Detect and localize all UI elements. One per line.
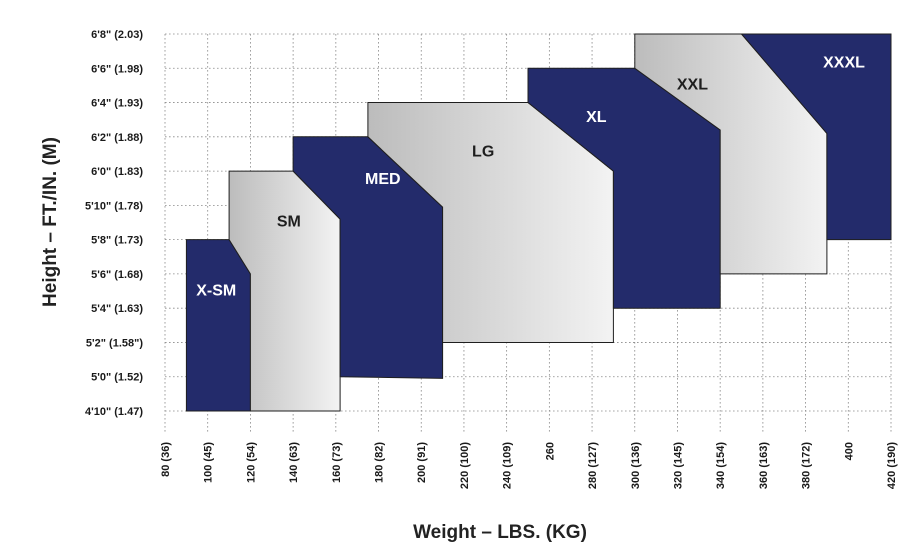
y-tick-label: 5'0" (1.52) — [91, 372, 143, 384]
y-tick-label: 6'8" (2.03) — [91, 29, 143, 41]
size-region-med — [292, 136, 444, 379]
size-region-sm — [228, 170, 341, 412]
y-tick-label: 5'10" (1.78) — [85, 200, 143, 212]
size-regions: X-SM SM MED LG XL XXL XXXL — [185, 33, 892, 412]
y-tick-label: 5'2" (1.58") — [86, 337, 143, 349]
x-tick-label: 400 — [843, 442, 855, 460]
size-label-sm: SM — [277, 214, 301, 231]
size-region-xl — [527, 67, 721, 309]
y-axis-title: Height – FT./IN. (M) — [40, 137, 61, 307]
size-label-lg: LG — [472, 143, 494, 160]
size-region-xxxl — [740, 33, 892, 241]
size-label-x-sm: X-SM — [196, 282, 236, 299]
size-region-xxl — [634, 33, 828, 275]
y-tick-label: 4'10" (1.47) — [85, 406, 143, 418]
x-tick-label: 300 (136) — [630, 442, 642, 489]
size-label-xxxl: XXXL — [823, 54, 865, 71]
x-tick-label: 100 (45) — [203, 442, 215, 483]
size-region-x-sm — [185, 239, 251, 412]
y-tick-label: 5'4" (1.63) — [91, 303, 143, 315]
y-tick-label: 6'0" (1.83) — [91, 166, 143, 178]
x-tick-label: 120 (54) — [245, 442, 257, 483]
x-tick-label: 360 (163) — [758, 442, 770, 489]
x-axis-tick-labels: 80 (36) 100 (45) 120 (54) 140 (63) 160 (73) 1… — [160, 442, 898, 489]
x-tick-label: 320 (145) — [673, 442, 685, 489]
x-tick-label: 280 (127) — [587, 442, 599, 489]
x-tick-label: 140 (63) — [288, 442, 300, 483]
size-label-xxl: XXL — [677, 77, 708, 94]
x-tick-label: 420 (190) — [886, 442, 898, 489]
x-tick-label: 260 — [544, 442, 556, 460]
x-tick-label: 220 (100) — [459, 442, 471, 489]
x-tick-label: 240 (109) — [502, 442, 514, 489]
size-label-med: MED — [365, 171, 401, 188]
x-axis-title: Weight – LBS. (KG) — [413, 522, 587, 543]
y-tick-label: 6'2" (1.88) — [91, 132, 143, 144]
y-tick-label: 6'4" (1.93) — [91, 98, 143, 110]
size-label-xl: XL — [586, 109, 607, 126]
y-tick-label: 6'6" (1.98) — [91, 63, 143, 75]
y-tick-label: 5'6" (1.68) — [91, 269, 143, 281]
y-axis-tick-labels: 4'10" (1.47) 5'0" (1.52) 5'2" (1.58") 5'4" … — [85, 29, 143, 418]
x-tick-label: 200 (91) — [416, 442, 428, 483]
x-tick-label: 380 (172) — [801, 442, 813, 489]
size-region-lg — [367, 102, 614, 343]
x-tick-label: 160 (73) — [331, 442, 343, 483]
y-tick-label: 5'8" (1.73) — [91, 235, 143, 247]
x-tick-label: 180 (82) — [374, 442, 386, 483]
x-tick-label: 80 (36) — [160, 442, 172, 477]
x-tick-label: 340 (154) — [715, 442, 727, 489]
